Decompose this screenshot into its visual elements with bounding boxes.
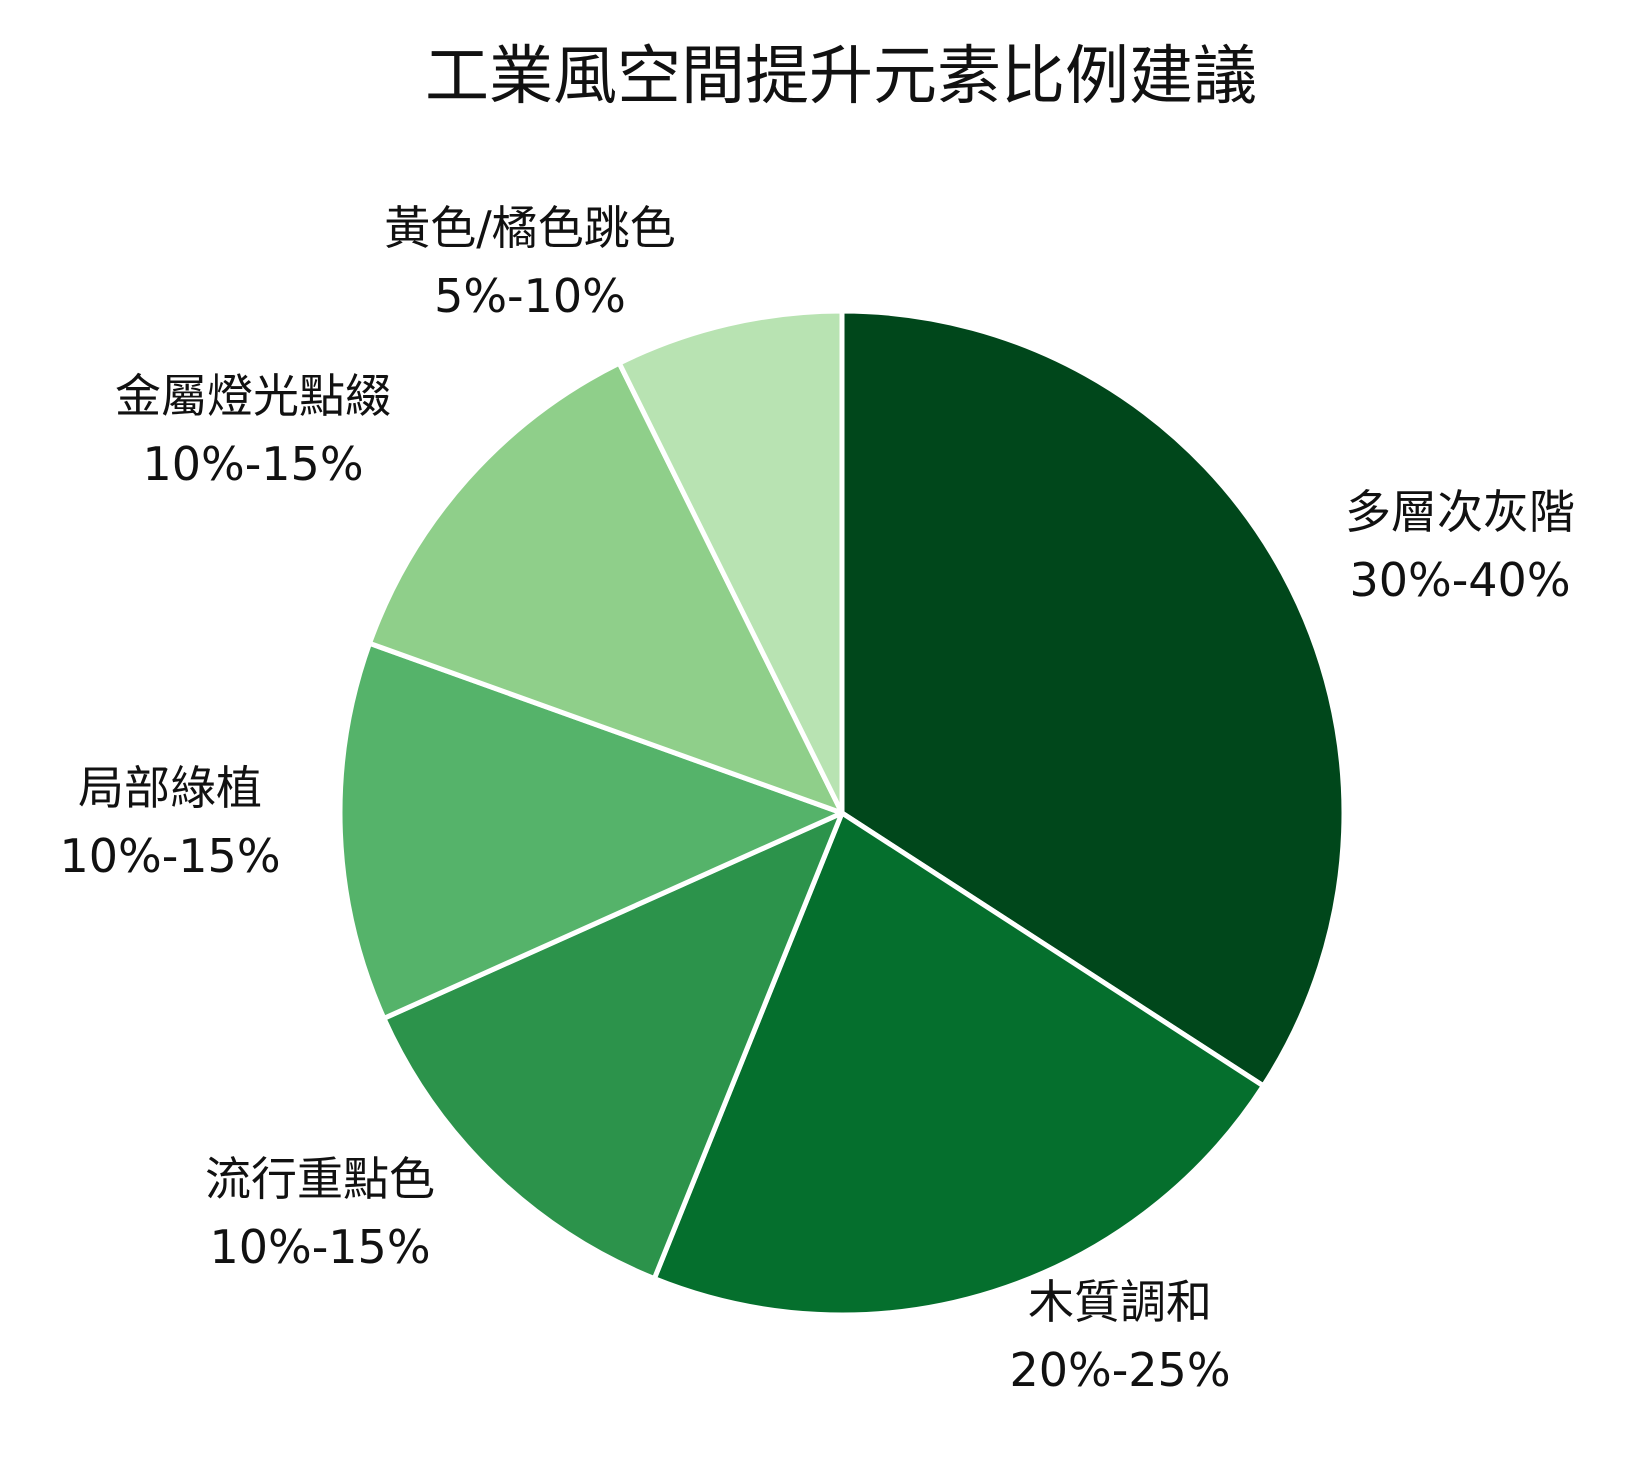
pie-labels: 多層次灰階 30%-40% 木質調和 20%-25% 流行重點色 10%-15% 局部綠植 1…: [59, 201, 1575, 1397]
slice-label-metal-lighting: 金屬燈光點綴: [115, 369, 391, 423]
pie-slice-wood-tones: [651, 810, 1266, 1318]
slice-label-accent-color: 流行重點色: [205, 1152, 435, 1206]
slice-range-metal-lighting: 10%-15%: [142, 437, 363, 491]
slice-label-gray-tones: 多層次灰階: [1345, 485, 1575, 539]
pie-slice-greenery: [337, 640, 845, 1021]
slice-label-greenery: 局部綠植: [78, 761, 262, 815]
pie-slice-metal-lighting: [367, 360, 845, 816]
pie-slice-yellow-orange: [616, 308, 845, 816]
slice-range-accent-color: 10%-15%: [209, 1220, 430, 1274]
slice-label-wood-tones: 木質調和: [1028, 1275, 1212, 1329]
slice-label-yellow-orange: 黃色/橘色跳色: [384, 201, 676, 255]
chart-title: 工業風空間提升元素比例建議: [425, 40, 1257, 114]
slice-range-greenery: 10%-15%: [59, 829, 280, 883]
pie-slice-accent-color: [381, 810, 845, 1282]
pie-slices: [337, 308, 1347, 1318]
slice-range-gray-tones: 30%-40%: [1349, 553, 1570, 607]
slice-range-yellow-orange: 5%-10%: [434, 269, 626, 323]
slice-range-wood-tones: 20%-25%: [1009, 1343, 1230, 1397]
